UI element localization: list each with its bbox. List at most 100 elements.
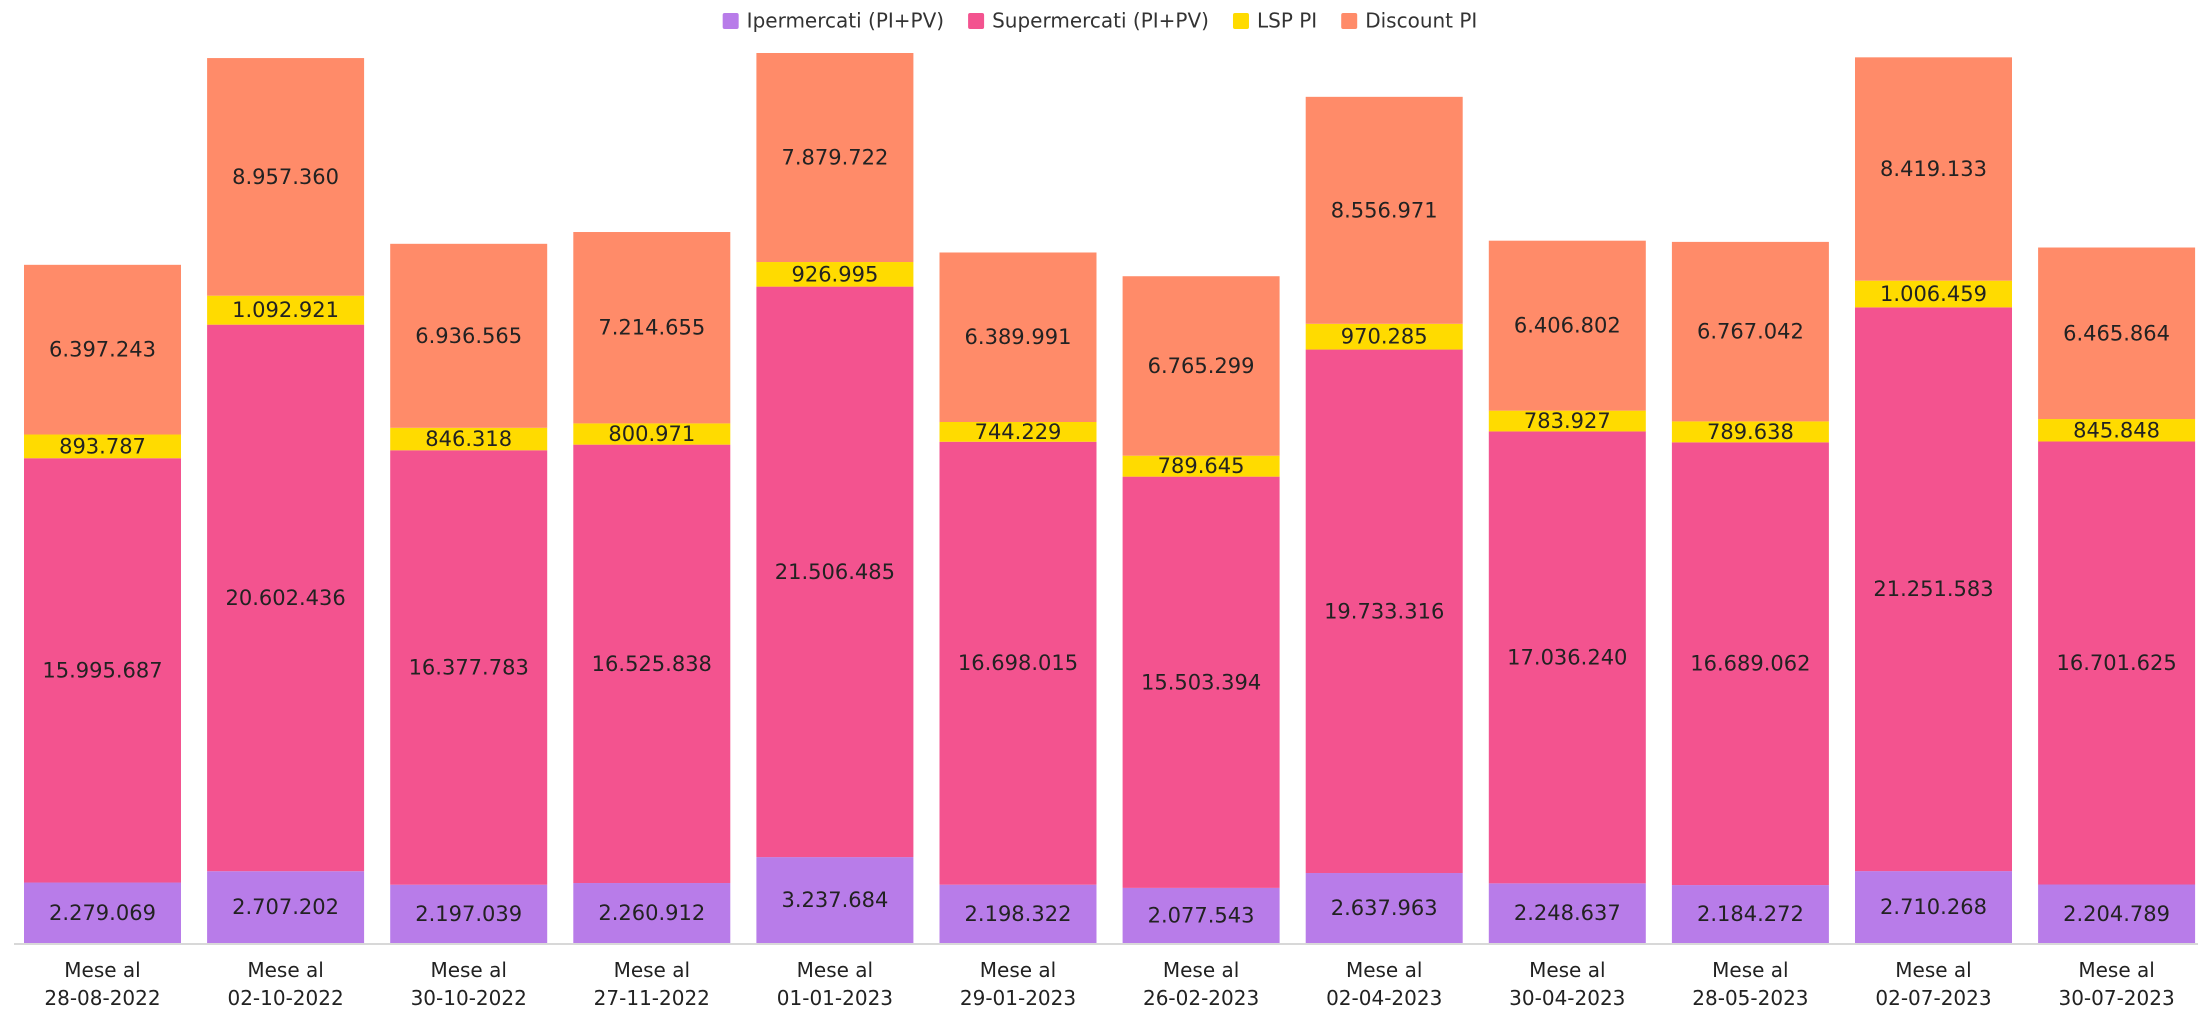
x-tick-label: Mese al 01-01-2023 [777,958,893,1010]
value-label: 21.506.485 [775,560,895,584]
bar-segment [24,882,181,943]
x-tick-line: 28-08-2022 [44,986,160,1010]
x-tick-label: Mese al 28-05-2023 [1692,958,1808,1010]
bar-segment [2038,419,2196,442]
bar-segment [1305,96,1463,324]
value-label: 6.465.864 [2063,321,2170,345]
legend-swatch [968,13,985,29]
bar-segment [1305,873,1463,943]
value-label: 8.556.971 [1331,198,1438,222]
bar-segment [1855,57,2012,281]
x-tick-label: Mese al 30-10-2022 [411,958,527,1010]
value-label: 15.503.394 [1141,670,1261,694]
x-tick-line: Mese al [614,958,690,982]
x-tick-label: Mese al 02-07-2023 [1875,958,1991,1010]
value-label: 16.525.838 [592,652,712,676]
bar-segment [2038,441,2196,885]
bar-segment [1122,476,1280,888]
value-label: 1.092.921 [232,298,339,322]
x-tick-line: 02-10-2022 [227,986,343,1010]
bar-segment [1488,240,1646,411]
value-label: 2.184.272 [1697,902,1804,926]
x-tick-label: Mese al 30-07-2023 [2058,958,2174,1010]
value-label: 3.237.684 [781,888,888,912]
value-label: 845.848 [2073,418,2160,442]
legend-swatch [722,13,739,29]
legend-swatch [1232,13,1249,29]
value-label: 6.389.991 [965,325,1072,349]
bar-segment [2038,247,2196,420]
bar-segment [756,262,914,287]
bar-segment [939,441,1097,885]
value-label: 2.637.963 [1331,896,1438,920]
value-label: 8.419.133 [1880,157,1987,181]
x-tick-line: Mese al [247,958,323,982]
x-tick-line: Mese al [2078,958,2154,982]
bar-segment [939,252,1097,422]
bar-segment [390,450,548,885]
bar-segment [939,421,1097,442]
x-tick-line: Mese al [980,958,1056,982]
value-label: 16.689.062 [1690,652,1810,676]
bar-segment [24,264,181,435]
bar-segment [207,58,365,296]
value-label: 6.406.802 [1514,314,1621,338]
value-label: 2.279.069 [49,901,156,925]
legend-label: Discount PI [1365,9,1477,33]
bar-segment [390,884,548,943]
bar-segment [1122,276,1280,456]
bar-segment [573,423,731,445]
value-label: 8.957.360 [232,165,339,189]
x-tick-line: 26-02-2023 [1143,986,1259,1010]
x-tick-label: Mese al 02-04-2023 [1326,958,1442,1010]
x-tick-line: 02-04-2023 [1326,986,1442,1010]
bar-segment [1855,280,2012,308]
value-label: 2.204.789 [2063,902,2170,926]
value-label: 2.260.912 [598,901,705,925]
bar-segment [1671,241,1829,422]
value-label: 800.971 [608,422,695,446]
bar-segment [24,434,181,459]
value-label: 19.733.316 [1324,599,1444,623]
legend-label: LSP PI [1257,9,1317,33]
bar-segment [756,857,914,943]
x-tick-line: Mese al [797,958,873,982]
bar-segment [2038,884,2196,943]
bar-segment [1855,871,2012,943]
bar-segment [573,444,731,884]
value-label: 926.995 [791,262,878,286]
x-tick-line: 02-07-2023 [1875,986,1991,1010]
x-tick-line: 30-07-2023 [2058,986,2174,1010]
bar-segment [756,286,914,858]
x-tick-label: Mese al 29-01-2023 [960,958,1076,1010]
legend: Ipermercati (PI+PV) Supermercati (PI+PV) L… [722,9,1477,33]
value-label: 2.710.268 [1880,895,1987,919]
value-label: 6.936.565 [415,324,522,348]
x-tick-line: Mese al [1712,958,1788,982]
x-tick-line: Mese al [1163,958,1239,982]
bar-segment [1122,887,1280,943]
bar-segment [1305,323,1463,350]
value-label: 893.787 [59,434,146,458]
x-tick-label: Mese al 27-11-2022 [594,958,710,1010]
value-label: 16.701.625 [2056,651,2176,675]
value-label: 21.251.583 [1873,577,1993,601]
x-tick-label: Mese al 02-10-2022 [227,958,343,1010]
value-label: 6.765.299 [1148,354,1255,378]
bar-segment [1122,455,1280,477]
value-label: 789.645 [1158,454,1245,478]
x-tick-line: 28-05-2023 [1692,986,1808,1010]
value-label: 6.767.042 [1697,320,1804,344]
value-label: 2.197.039 [415,902,522,926]
x-tick-label: Mese al 28-08-2022 [44,958,160,1010]
value-label: 15.995.687 [42,658,162,682]
bar-segment [573,883,731,943]
value-label: 2.707.202 [232,895,339,919]
x-tick-line: 29-01-2023 [960,986,1076,1010]
value-label: 2.248.637 [1514,901,1621,925]
bar-segment [939,884,1097,943]
value-label: 2.077.543 [1148,903,1255,927]
bar-segment [1671,442,1829,886]
x-tick-label: Mese al 26-02-2023 [1143,958,1259,1010]
bar-segment [390,427,548,451]
